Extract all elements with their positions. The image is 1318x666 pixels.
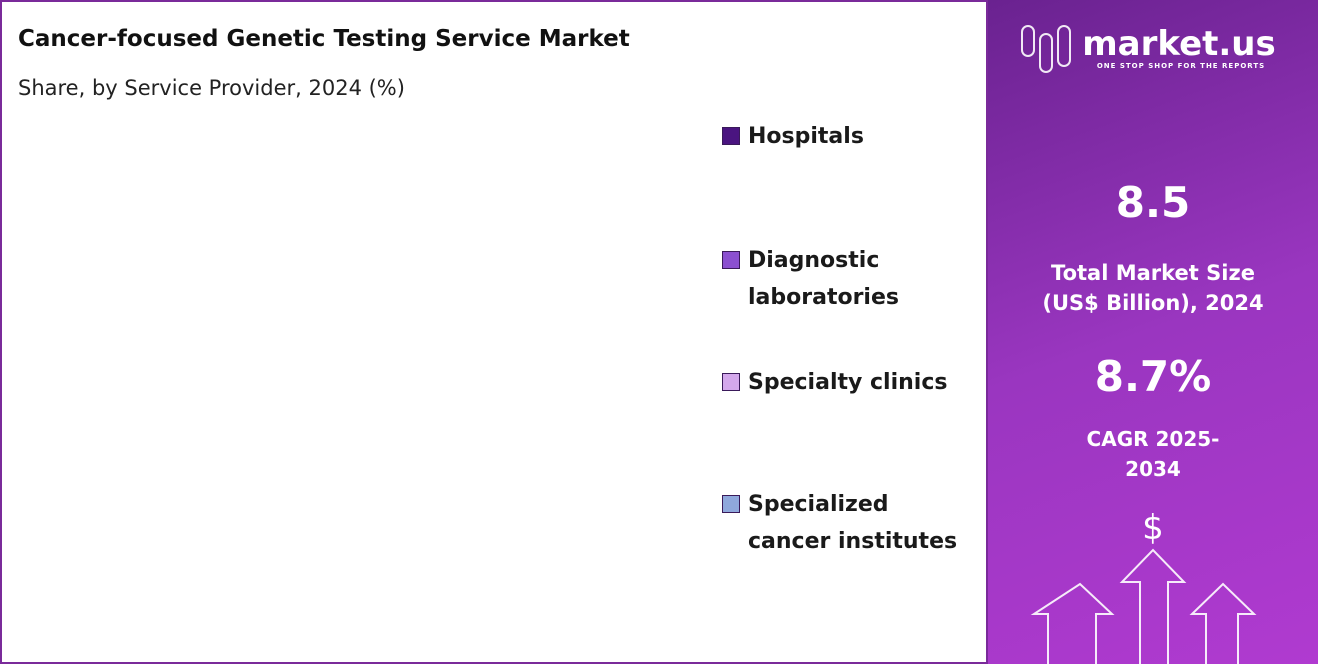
tagline: ONE STOP SHOP FOR THE REPORTS [1096, 62, 1266, 70]
cagr-label: CAGR 2025-2034 [1086, 427, 1220, 481]
chart-area: Cancer-focused Genetic Testing Service M… [0, 0, 988, 664]
legend-swatch [722, 127, 740, 145]
legend-label: Hospitals [748, 124, 864, 149]
data-label: 49.6% [470, 394, 547, 419]
dollar-icon: $ [1142, 508, 1164, 548]
legend-entry: Specialized cancer institutes [722, 486, 972, 560]
pie-chart: 49.6% [470, 394, 547, 419]
legend-entry: Diagnostic laboratories [722, 242, 972, 316]
legend-swatch [722, 373, 740, 391]
logo: market.us [1082, 24, 1276, 64]
side-panel: market.us ONE STOP SHOP FOR THE REPORTS … [988, 0, 1318, 664]
legend-swatch [722, 251, 740, 269]
legend-label: Specialty clinics [748, 370, 948, 395]
market-size: 8.5 [1115, 178, 1191, 227]
market-size-label: Total Market Size (US$ Billion), 2024 [1042, 261, 1264, 315]
legend-entry: Hospitals [722, 118, 972, 155]
chart-title: Cancer-focused Genetic Testing Service M… [18, 26, 630, 52]
cagr: 8.7% [1094, 352, 1212, 401]
legend-swatch [722, 495, 740, 513]
legend-label: Diagnostic laboratories [748, 248, 899, 310]
legend-label: Specialized cancer institutes [748, 492, 958, 554]
decoration [1021, 25, 1257, 664]
chart-subtitle: Share, by Service Provider, 2024 (%) [18, 76, 405, 100]
legend-entry: Specialty clinics [722, 364, 972, 401]
